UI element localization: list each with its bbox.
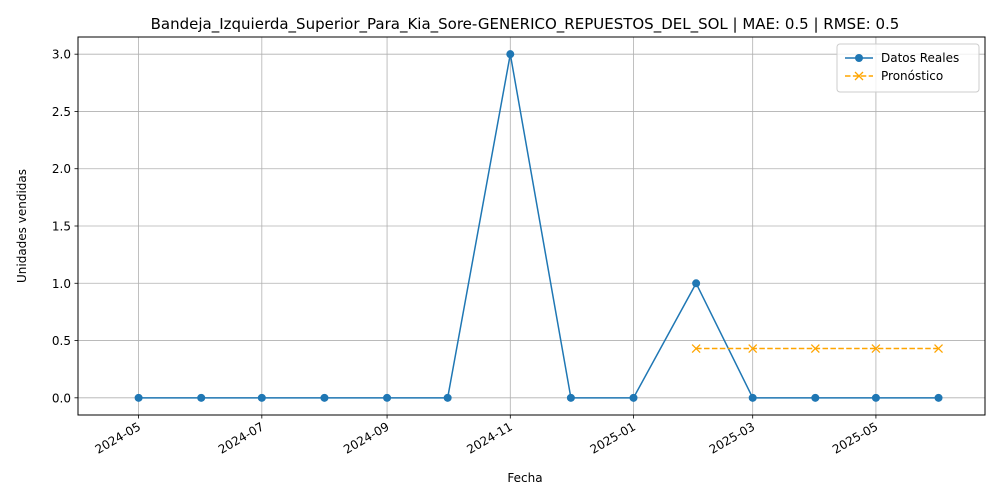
data-point-datos-reales xyxy=(566,393,575,402)
data-point-datos-reales xyxy=(134,393,143,402)
y-tick-label: 3.0 xyxy=(52,48,71,62)
data-point-datos-reales xyxy=(629,393,638,402)
legend-marker-datos-reales xyxy=(855,54,863,62)
data-point-datos-reales xyxy=(257,393,266,402)
data-point-pronostico xyxy=(871,344,881,354)
data-point-datos-reales xyxy=(748,393,757,402)
series-line-datos-reales xyxy=(138,53,939,399)
legend: Datos Reales Pronóstico xyxy=(836,43,980,93)
data-point-datos-reales xyxy=(383,393,392,402)
chart-title: Bandeja_Izquierda_Superior_Para_Kia_Sore… xyxy=(151,15,900,34)
legend-label-datos-reales: Datos Reales xyxy=(881,51,959,65)
data-point-datos-reales xyxy=(934,393,943,402)
data-point-datos-reales xyxy=(506,50,515,59)
y-tick-label: 0.5 xyxy=(52,334,71,348)
data-point-datos-reales xyxy=(320,393,329,402)
y-tick-label: 1.5 xyxy=(52,220,71,234)
data-point-datos-reales xyxy=(692,279,701,288)
y-axis-label: Unidades vendidas xyxy=(15,169,29,283)
data-point-pronostico xyxy=(691,344,701,354)
data-point-pronostico xyxy=(748,344,758,354)
data-point-datos-reales xyxy=(871,393,880,402)
data-point-pronostico xyxy=(810,344,820,354)
grid-layer xyxy=(78,37,985,415)
y-tick-label: 2.0 xyxy=(52,162,71,176)
data-point-datos-reales xyxy=(443,393,452,402)
x-axis-label: Fecha xyxy=(507,471,542,485)
series-layer xyxy=(134,50,943,402)
y-tick-label: 1.0 xyxy=(52,277,71,291)
legend-label-pronostico: Pronóstico xyxy=(881,69,943,83)
y-tick-label: 2.5 xyxy=(52,105,71,119)
y-tick-label: 0.0 xyxy=(52,391,71,405)
data-point-datos-reales xyxy=(197,393,206,402)
data-point-datos-reales xyxy=(811,393,820,402)
data-point-pronostico xyxy=(934,344,943,354)
legend-marker-pronostico xyxy=(854,71,864,81)
legend-box xyxy=(836,43,980,93)
